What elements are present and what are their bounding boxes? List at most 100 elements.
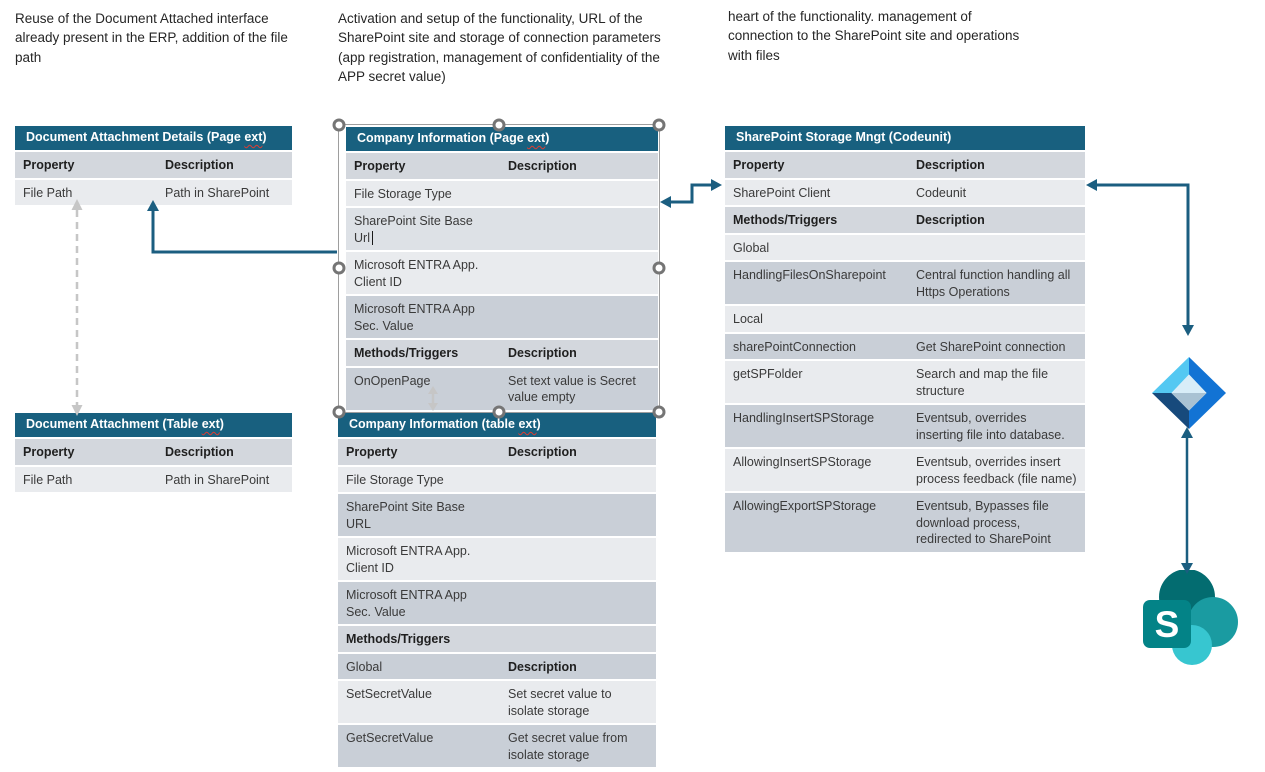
- description-cell: Description: [165, 158, 234, 172]
- description-cell: [908, 235, 1085, 261]
- selection-handle-top-center[interactable]: [492, 118, 506, 132]
- table-body: Property Description SharePoint Client Code…: [725, 152, 1085, 552]
- table-row: Methods/Triggers Description: [725, 207, 1085, 233]
- arrow-pageext-to-docdetails: [147, 200, 337, 254]
- property-cell: HandlingFilesOnSharepoint: [733, 268, 886, 282]
- note-left[interactable]: Reuse of the Document Attached interface…: [15, 11, 288, 65]
- table-document-attachment[interactable]: Document Attachment (Table ext) Property…: [15, 413, 292, 492]
- description-cell: Path in SharePoint: [165, 185, 270, 200]
- description-cell: Eventsub, Bypasses file download process…: [916, 499, 1051, 546]
- table-title: SharePoint Storage Mngt (Codeunit): [725, 126, 1085, 150]
- table-row: Local: [725, 306, 1085, 332]
- table-row: Microsoft ENTRA App Sec. Value: [346, 296, 658, 338]
- property-cell: Microsoft ENTRA App. Client ID: [346, 544, 471, 575]
- property-cell: AllowingInsertSPStorage: [733, 455, 872, 469]
- table-row: Global Description: [338, 653, 656, 679]
- table-body: Property Description File Storage Type Shar…: [346, 153, 658, 410]
- table-row: SetSecretValue Set secret value to isolat…: [338, 681, 656, 723]
- selection-handle-top-right[interactable]: [652, 118, 666, 132]
- description-cell: Central function handling all Https Oper…: [916, 268, 1071, 299]
- table-row: AllowingInsertSPStorage Eventsub, overrid…: [725, 449, 1085, 491]
- table-row: Property Description: [15, 439, 292, 465]
- table-row: SharePoint Site Base URL: [338, 494, 656, 536]
- table-title: Document Attachment (Table ext): [15, 413, 292, 437]
- sharepoint-icon[interactable]: S: [1138, 569, 1238, 671]
- description-cell: [908, 306, 1085, 332]
- table-row: getSPFolder Search and map the file struc…: [725, 361, 1085, 403]
- arrow-entra-sharepoint: [1181, 427, 1193, 574]
- description-cell: Get SharePoint connection: [916, 339, 1066, 354]
- table-row: Property Description: [15, 152, 292, 178]
- description-cell: Description: [508, 659, 577, 674]
- property-cell: SharePoint Site Base Url: [354, 214, 473, 245]
- property-cell: File Path: [23, 185, 73, 200]
- selection-handle-top-left[interactable]: [332, 118, 346, 132]
- selection-handle-mid-right[interactable]: [652, 261, 666, 275]
- selection-handle-bottom-right[interactable]: [652, 405, 666, 418]
- table-row: OnOpenPage Set text value is Secret value…: [346, 367, 658, 410]
- arrow-pageext-codeunit: [660, 179, 722, 208]
- table-document-attachment-details[interactable]: Document Attachment Details (Page ext) P…: [15, 126, 292, 205]
- description-cell: Description: [916, 158, 985, 172]
- property-cell: sharePointConnection: [733, 339, 856, 354]
- property-cell: File Path: [23, 472, 73, 487]
- table-row: Microsoft ENTRA App. Client ID: [338, 538, 656, 580]
- description-cell: Description: [508, 346, 577, 360]
- table-body: Property Description File Path Path in Shar…: [15, 152, 292, 205]
- table-row: Property Description: [346, 153, 658, 179]
- property-cell: Methods/Triggers: [354, 346, 459, 360]
- description-cell: Codeunit: [916, 185, 967, 200]
- sharepoint-letter: S: [1155, 604, 1180, 645]
- table-row: AllowingExportSPStorage Eventsub, Bypasse…: [725, 493, 1085, 552]
- property-cell: getSPFolder: [733, 367, 803, 381]
- selection-handle-bottom-left[interactable]: [332, 405, 346, 418]
- property-cell: Methods/Triggers: [733, 213, 838, 227]
- table-company-information-table[interactable]: Company Information (table ext) Property…: [338, 413, 656, 767]
- property-cell: SharePoint Site Base URL: [346, 500, 465, 531]
- note-middle[interactable]: Activation and setup of the functionalit…: [338, 11, 661, 84]
- table-row: SharePoint Site Base Url: [346, 208, 658, 250]
- property-cell: Property: [23, 445, 75, 459]
- description-cell: Set text value is Secret value empty: [508, 373, 636, 405]
- description-cell: Search and map the file structure: [916, 367, 1049, 398]
- selection-handle-bottom-center[interactable]: [492, 405, 506, 418]
- property-cell: Global: [346, 659, 383, 674]
- description-cell: Description: [508, 445, 577, 459]
- property-cell: Property: [733, 158, 785, 172]
- description-cell: [500, 467, 656, 493]
- table-company-information-page[interactable]: Company Information (Page ext) Property D…: [346, 127, 658, 410]
- table-row: GetSecretValue Get secret value from isol…: [338, 725, 656, 767]
- property-cell: File Storage Type: [354, 186, 452, 201]
- entra-id-icon[interactable]: [1150, 356, 1228, 435]
- property-cell: OnOpenPage: [354, 373, 431, 388]
- table-sharepoint-storage-mngt[interactable]: SharePoint Storage Mngt (Codeunit) Prope…: [725, 126, 1085, 552]
- table-row: Global: [725, 234, 1085, 261]
- selected-object-company-info-page[interactable]: Company Information (Page ext) Property D…: [332, 118, 666, 418]
- description-cell: Path in SharePoint: [165, 472, 270, 487]
- table-row: Property Description: [725, 152, 1085, 178]
- property-cell: Microsoft ENTRA App. Client ID: [354, 258, 479, 289]
- selection-handle-mid-left[interactable]: [332, 261, 346, 275]
- table-title: Company Information (Page ext): [346, 127, 658, 151]
- description-cell: [500, 582, 656, 624]
- property-cell: Methods/Triggers: [346, 632, 451, 646]
- table-row: SharePoint Client Codeunit: [725, 179, 1085, 205]
- description-cell: Get secret value from isolate storage: [508, 731, 628, 762]
- table-row: Property Description: [338, 439, 656, 465]
- note-right[interactable]: heart of the functionality. management o…: [728, 9, 1020, 63]
- table-body: Property Description File Storage Type Shar…: [338, 439, 656, 767]
- property-cell: AllowingExportSPStorage: [733, 499, 877, 513]
- text-caret: [371, 230, 374, 245]
- table-row: Microsoft ENTRA App. Client ID: [346, 252, 658, 294]
- table-row: Methods/Triggers Description: [346, 340, 658, 366]
- table-row: HandlingInsertSPStorage Eventsub, overrid…: [725, 405, 1085, 447]
- table-row: File Path Path in SharePoint: [15, 179, 292, 205]
- table-row: File Storage Type: [338, 466, 656, 493]
- property-cell: GetSecretValue: [346, 731, 434, 745]
- description-cell: [500, 494, 656, 536]
- table-row: Microsoft ENTRA App Sec. Value: [338, 582, 656, 624]
- description-cell: Description: [916, 213, 985, 227]
- description-cell: Set secret value to isolate storage: [508, 687, 612, 718]
- table-row: sharePointConnection Get SharePoint conne…: [725, 333, 1085, 359]
